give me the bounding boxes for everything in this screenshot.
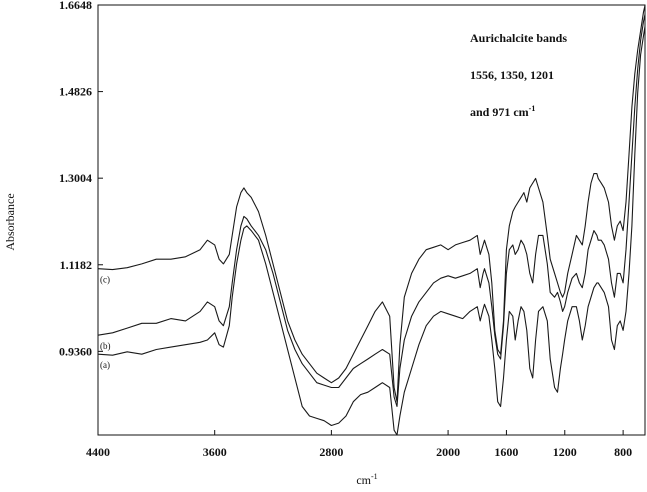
y-axis-title: Absorbance: [3, 193, 17, 250]
y-tick-label: 1.3004: [59, 171, 92, 185]
annotation-line-3: and 971 cm-1: [470, 104, 535, 119]
x-axis-title-sup: -1: [371, 472, 378, 481]
x-tick-label: 800: [614, 445, 632, 459]
x-axis-title-base: cm: [356, 473, 371, 487]
x-tick-label: 3600: [203, 445, 227, 459]
x-axis-title: cm-1: [356, 472, 377, 487]
y-tick-label: 1.6648: [59, 0, 92, 12]
y-tick-label: 0.9360: [59, 344, 92, 358]
annotation-line-2: 1556, 1350, 1201: [470, 68, 554, 82]
series-label-c: (c): [100, 275, 110, 285]
plot-frame: [97, 4, 646, 436]
x-tick-label: 2000: [436, 445, 460, 459]
x-tick-label: 1600: [494, 445, 518, 459]
x-tick-label: 2800: [319, 445, 343, 459]
series-label-a: (a): [100, 360, 110, 370]
series-line-c: [97, 5, 646, 403]
y-tick-label: 1.4826: [59, 85, 92, 99]
x-axis: 4400 3600 2800 2000 1600 1200 800: [86, 430, 632, 459]
y-axis: 0.9360 1.1182 1.3004 1.4826 1.6648: [59, 0, 103, 358]
series-line-b: [97, 14, 646, 408]
annotation-block: Aurichalcite bands 1556, 1350, 1201 and …: [470, 31, 567, 119]
x-tick-label: 1200: [553, 445, 577, 459]
annotation-line-1: Aurichalcite bands: [470, 31, 567, 45]
annotation-line-3-base: and 971 cm: [470, 105, 529, 119]
series-labels: (a) (b) (c): [100, 275, 111, 371]
annotation-line-3-sup: -1: [529, 104, 536, 113]
x-tick-label: 4400: [86, 445, 110, 459]
series-line-a: [97, 26, 646, 436]
series-group: [97, 5, 646, 436]
series-label-b: (b): [100, 341, 111, 351]
y-tick-label: 1.1182: [60, 258, 92, 272]
